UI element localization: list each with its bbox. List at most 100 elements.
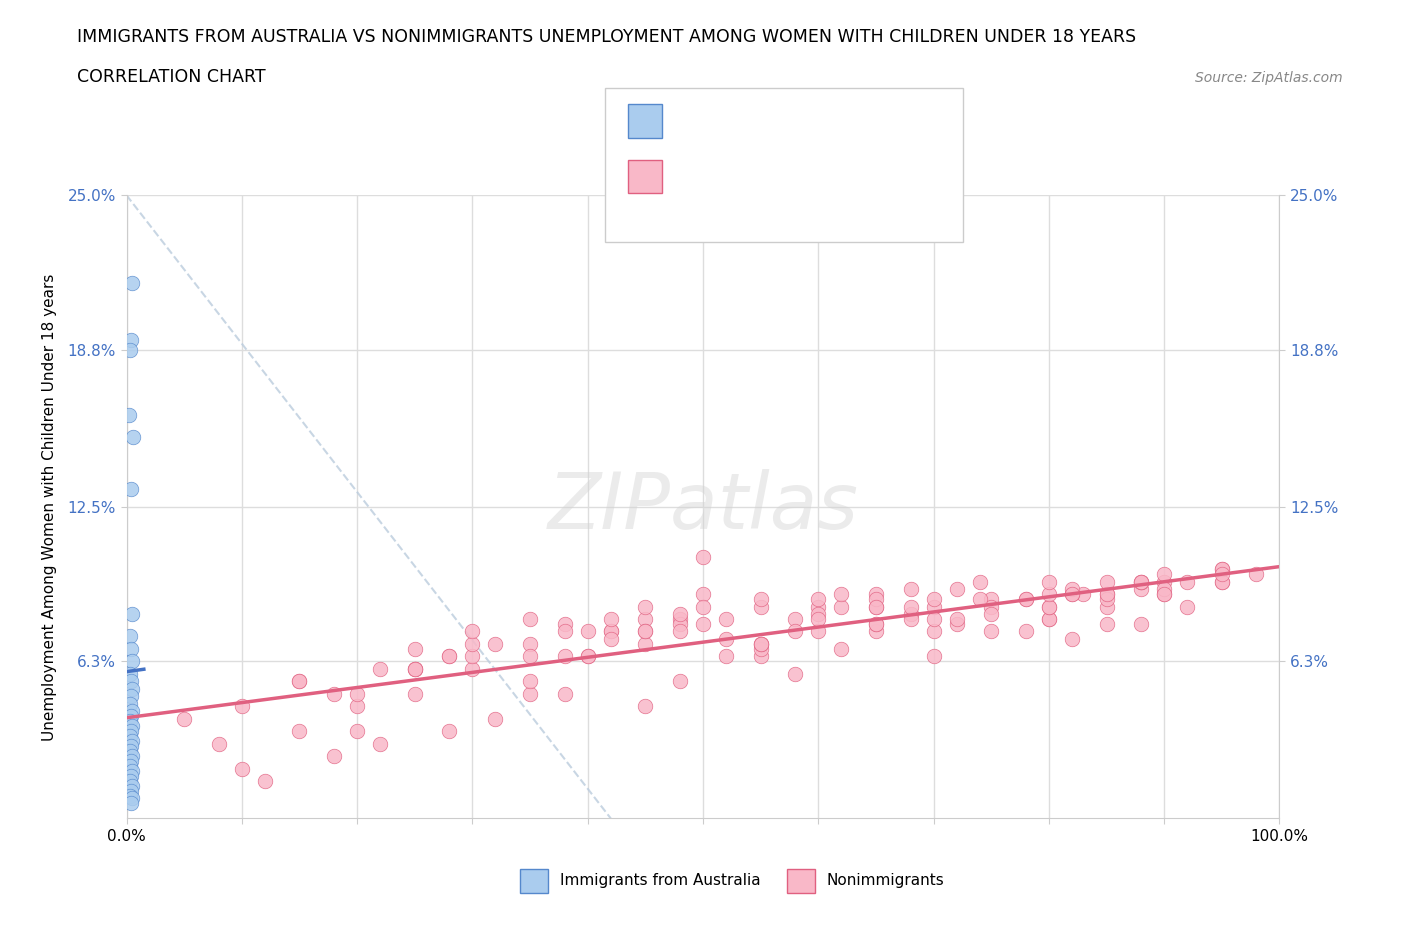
- Point: [121, 778, 143, 793]
- Point: [1060, 631, 1083, 646]
- Point: [1095, 617, 1118, 631]
- Point: [554, 617, 576, 631]
- Point: [288, 674, 311, 689]
- Text: 35: 35: [827, 112, 849, 130]
- Point: [634, 624, 657, 639]
- Point: [785, 612, 807, 627]
- Point: [484, 711, 506, 726]
- Point: [692, 617, 714, 631]
- Point: [121, 719, 143, 734]
- Point: [576, 649, 599, 664]
- Point: [1015, 591, 1038, 606]
- Point: [1038, 587, 1060, 602]
- Point: [634, 612, 657, 627]
- Point: [634, 698, 657, 713]
- Point: [368, 737, 391, 751]
- Point: [969, 574, 991, 589]
- Text: Immigrants from Australia: Immigrants from Australia: [560, 873, 761, 888]
- Point: [980, 606, 1002, 621]
- Point: [1038, 574, 1060, 589]
- Text: Nonimmigrants: Nonimmigrants: [827, 873, 945, 888]
- Point: [749, 636, 772, 651]
- Point: [969, 591, 991, 606]
- Point: [599, 612, 621, 627]
- Point: [692, 587, 714, 602]
- Point: [439, 649, 461, 664]
- Point: [120, 674, 142, 689]
- Text: IMMIGRANTS FROM AUSTRALIA VS NONIMMIGRANTS UNEMPLOYMENT AMONG WOMEN WITH CHILDRE: IMMIGRANTS FROM AUSTRALIA VS NONIMMIGRAN…: [77, 28, 1136, 46]
- Point: [900, 599, 922, 614]
- Point: [1130, 574, 1153, 589]
- Point: [461, 649, 484, 664]
- Point: [1153, 587, 1175, 602]
- Point: [121, 606, 143, 621]
- Point: [1038, 599, 1060, 614]
- Point: [945, 581, 967, 596]
- Point: [1130, 617, 1153, 631]
- Point: [922, 649, 945, 664]
- Point: [865, 617, 887, 631]
- Point: [1153, 566, 1175, 581]
- Point: [118, 407, 141, 422]
- Point: [634, 636, 657, 651]
- Point: [231, 698, 253, 713]
- Point: [288, 674, 311, 689]
- Point: [404, 661, 426, 676]
- Point: [118, 759, 141, 774]
- Text: N =: N =: [783, 167, 820, 186]
- Point: [288, 724, 311, 738]
- Point: [1153, 574, 1175, 589]
- Point: [1211, 574, 1233, 589]
- Point: [121, 764, 143, 778]
- Point: [121, 791, 143, 806]
- Point: [576, 649, 599, 664]
- Point: [669, 617, 692, 631]
- Point: [1175, 599, 1198, 614]
- Point: [1095, 591, 1118, 606]
- Point: [120, 482, 142, 497]
- Point: [519, 686, 541, 701]
- Point: [1095, 587, 1118, 602]
- Text: R =: R =: [676, 112, 713, 130]
- Point: [1038, 612, 1060, 627]
- Point: [1015, 591, 1038, 606]
- Point: [576, 624, 599, 639]
- Point: [980, 624, 1002, 639]
- Point: [519, 649, 541, 664]
- Point: [1130, 574, 1153, 589]
- Point: [118, 713, 141, 728]
- Point: [404, 661, 426, 676]
- Y-axis label: Unemployment Among Women with Children Under 18 years: Unemployment Among Women with Children U…: [42, 273, 56, 740]
- Point: [1015, 624, 1038, 639]
- Point: [634, 624, 657, 639]
- Point: [807, 599, 830, 614]
- Point: [900, 612, 922, 627]
- Point: [980, 591, 1002, 606]
- Point: [865, 587, 887, 602]
- Point: [749, 636, 772, 651]
- Point: [922, 612, 945, 627]
- Point: [1130, 574, 1153, 589]
- Point: [669, 606, 692, 621]
- Point: [1211, 562, 1233, 577]
- Point: [714, 631, 737, 646]
- Point: [120, 709, 142, 724]
- Point: [669, 674, 692, 689]
- Point: [669, 624, 692, 639]
- Point: [1073, 587, 1095, 602]
- Point: [599, 624, 621, 639]
- Point: [830, 642, 852, 657]
- Text: 0.194: 0.194: [718, 167, 770, 186]
- Point: [749, 649, 772, 664]
- Point: [1153, 581, 1175, 596]
- Point: [749, 599, 772, 614]
- Point: [945, 617, 967, 631]
- Point: [173, 711, 195, 726]
- Point: [1060, 587, 1083, 602]
- Point: [1211, 562, 1233, 577]
- Point: [120, 689, 142, 704]
- Point: [1211, 566, 1233, 581]
- Text: R =: R =: [676, 167, 713, 186]
- Point: [865, 591, 887, 606]
- Point: [346, 698, 368, 713]
